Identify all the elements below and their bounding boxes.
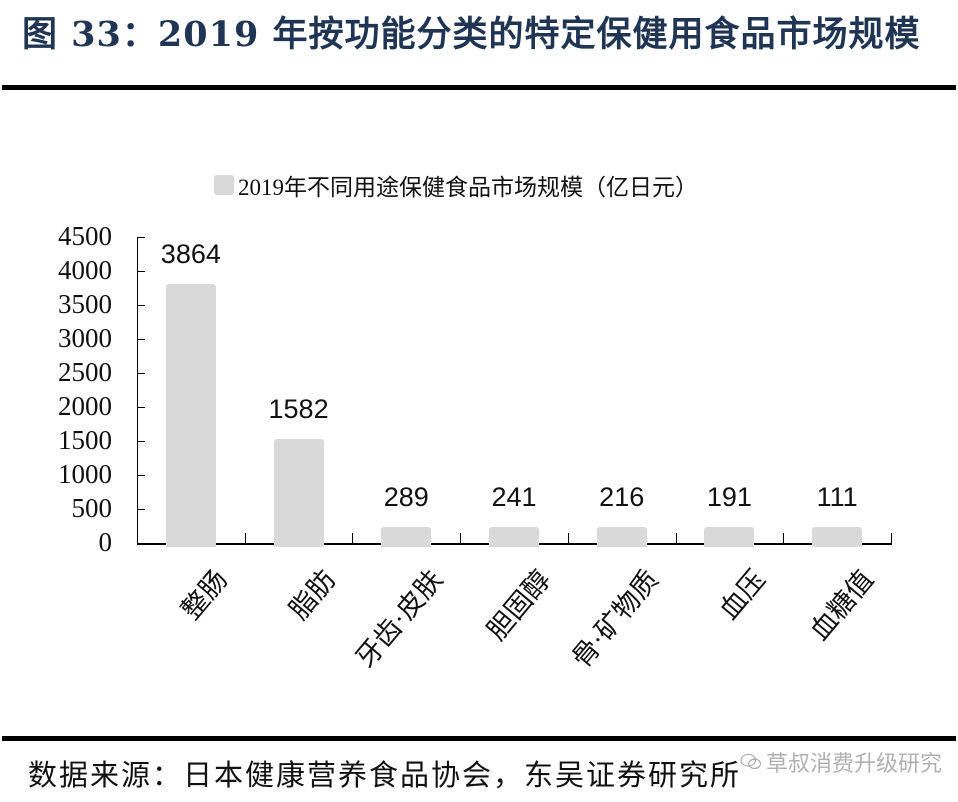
watermark: 草叔消费升级研究	[740, 746, 942, 778]
y-tick	[137, 373, 145, 374]
figure-title: 图 33：2019 年按功能分类的特定保健用食品市场规模	[22, 14, 921, 55]
bar-value-label: 3864	[160, 239, 221, 270]
bar	[273, 439, 324, 547]
x-tick	[567, 533, 569, 543]
bar-value-label: 111	[816, 482, 858, 512]
bar	[704, 527, 755, 547]
y-tick-label: 2500	[58, 357, 112, 387]
x-category-label: 骨·矿物质	[565, 564, 665, 674]
y-tick-label: 4500	[58, 221, 112, 251]
bar	[165, 284, 216, 547]
wechat-icon	[740, 753, 762, 770]
x-tick	[352, 533, 354, 543]
x-tick	[891, 533, 892, 543]
x-category-label: 脂肪	[283, 564, 341, 626]
bar-value-label: 1582	[268, 394, 329, 425]
y-tick-label: 4000	[58, 255, 112, 285]
legend-label: 2019年不同用途保健食品市场规模（亿日元）	[238, 175, 698, 200]
y-tick-label: 2000	[58, 391, 112, 421]
x-category-label: 整肠	[175, 564, 234, 626]
chart-legend: 2019年不同用途保健食品市场规模（亿日元）	[214, 168, 698, 202]
y-tick-label: 3500	[58, 289, 112, 319]
bar-value-label: 241	[491, 482, 537, 512]
y-axis	[137, 237, 138, 544]
y-tick-label: 500	[71, 493, 113, 523]
x-tick	[460, 533, 462, 543]
bar-chart: 4500 4000 3500 3000 2500 2000 1500 1000 500 0 3864…	[58, 221, 892, 674]
y-tick	[137, 271, 145, 272]
y-tick-label: 0	[98, 527, 113, 557]
y-tick-label: 1000	[58, 459, 112, 489]
y-tick-label: 1500	[58, 425, 112, 455]
y-tick	[137, 543, 145, 544]
x-category-label: 血压	[714, 564, 772, 626]
data-source-note: 数据来源：日本健康营养食品协会，东吴证券研究所	[28, 760, 742, 792]
bottom-rule	[2, 736, 956, 741]
bar-value-label: 216	[599, 482, 645, 512]
legend-swatch	[214, 175, 234, 195]
y-tick	[137, 237, 145, 238]
y-tick-label: 3000	[58, 323, 112, 353]
y-tick	[137, 475, 145, 476]
y-tick	[137, 407, 145, 408]
watermark-text: 草叔消费升级研究	[766, 752, 943, 777]
bar	[489, 527, 539, 547]
x-tick	[675, 533, 677, 543]
bar-value-label: 289	[383, 482, 429, 512]
y-tick	[137, 339, 145, 340]
y-tick	[137, 305, 145, 306]
x-category-label: 血糖值	[804, 564, 880, 646]
y-tick	[137, 441, 145, 442]
x-category-label: 胆固醇	[481, 564, 557, 646]
bar	[596, 527, 647, 547]
top-rule	[2, 85, 956, 90]
y-tick	[137, 509, 145, 510]
bar	[812, 527, 863, 547]
x-category-label: 牙齿·皮肤	[350, 564, 449, 674]
bar	[381, 527, 432, 547]
x-tick	[244, 533, 246, 543]
bar-value-label: 191	[706, 482, 752, 512]
x-tick	[783, 533, 785, 543]
